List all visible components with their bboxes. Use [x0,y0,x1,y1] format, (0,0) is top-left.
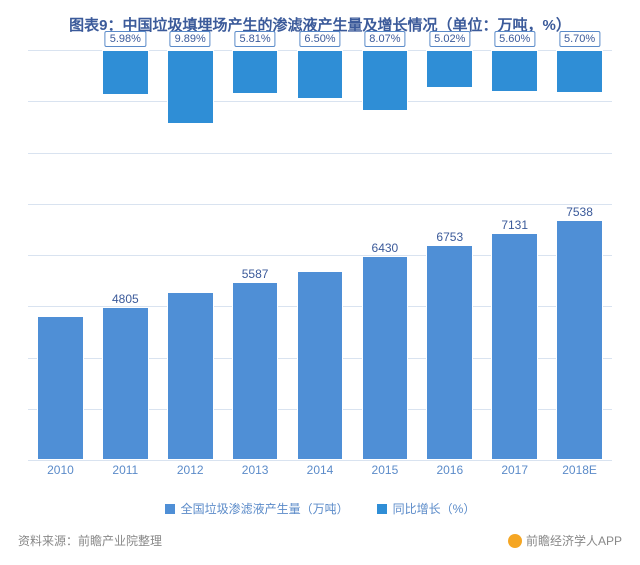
source-footer: 资料来源：前瞻产业院整理 [18,532,162,549]
growth-bar: 5.70% [556,50,603,93]
x-tick: 2015 [352,460,417,480]
growth-bar: 8.07% [362,50,409,111]
growth-label: 5.81% [235,31,276,47]
growth-label: 9.89% [170,31,211,47]
growth-label: 8.07% [364,31,405,47]
bar-column: 5.60% 7131 [482,50,547,460]
volume-bar [37,316,84,460]
growth-bar: 5.81% [232,50,279,94]
volume-bar: 7131 [491,233,538,460]
volume-label: 6430 [372,241,399,255]
bar-columns: 5.98%48059.89%5.81%55876.50%8.07%64305.0… [28,50,612,460]
bar-column: 6.50% [288,50,353,460]
legend-label: 同比增长（%） [393,500,476,517]
growth-bar: 6.50% [297,50,344,99]
growth-label: 6.50% [299,31,340,47]
chart-area: 5.98%48059.89%5.81%55876.50%8.07%64305.0… [28,50,612,480]
legend-item: 全国垃圾渗滤液产生量（万吨） [165,500,349,517]
bar-column: 5.70% 7538 [547,50,612,460]
volume-label: 7131 [501,218,528,232]
x-tick: 2011 [93,460,158,480]
volume-bar [167,292,214,460]
bar-column: 5.98% 4805 [93,50,158,460]
bar-column: 8.07% 6430 [352,50,417,460]
volume-bar: 6753 [426,245,473,460]
growth-bar: 5.60% [491,50,538,92]
bar-column [28,50,93,460]
x-tick: 2012 [158,460,223,480]
growth-bar: 5.02% [426,50,473,88]
growth-bar: 5.98% [102,50,149,95]
x-tick: 2014 [288,460,353,480]
plot-region: 5.98%48059.89%5.81%55876.50%8.07%64305.0… [28,50,612,460]
x-tick: 2018E [547,460,612,480]
legend: 全国垃圾渗滤液产生量（万吨） 同比增长（%） [0,500,640,517]
growth-label: 5.60% [494,31,535,47]
growth-label: 5.02% [429,31,470,47]
bar-column: 5.81% 5587 [223,50,288,460]
legend-label: 全国垃圾渗滤液产生量（万吨） [181,500,349,517]
x-axis: 201020112012201320142015201620172018E [28,460,612,480]
volume-bar [297,271,344,460]
volume-label: 6753 [436,230,463,244]
volume-bar: 6430 [362,256,409,460]
bar-column: 9.89% [158,50,223,460]
volume-bar: 5587 [232,282,279,460]
x-tick: 2013 [223,460,288,480]
x-tick: 2017 [482,460,547,480]
growth-bar: 9.89% [167,50,214,124]
x-tick: 2016 [417,460,482,480]
watermark-icon [508,534,522,548]
watermark-text: 前瞻经济学人APP [526,532,622,549]
volume-label: 5587 [242,267,269,281]
legend-swatch [165,504,175,514]
legend-item: 同比增长（%） [377,500,476,517]
x-tick: 2010 [28,460,93,480]
growth-label: 5.98% [105,31,146,47]
volume-label: 7538 [566,205,593,219]
volume-bar: 4805 [102,307,149,460]
bar-column: 5.02% 6753 [417,50,482,460]
watermark: 前瞻经济学人APP [508,532,622,549]
volume-label: 4805 [112,292,139,306]
legend-swatch [377,504,387,514]
volume-bar: 7538 [556,220,603,460]
growth-label: 5.70% [559,31,600,47]
